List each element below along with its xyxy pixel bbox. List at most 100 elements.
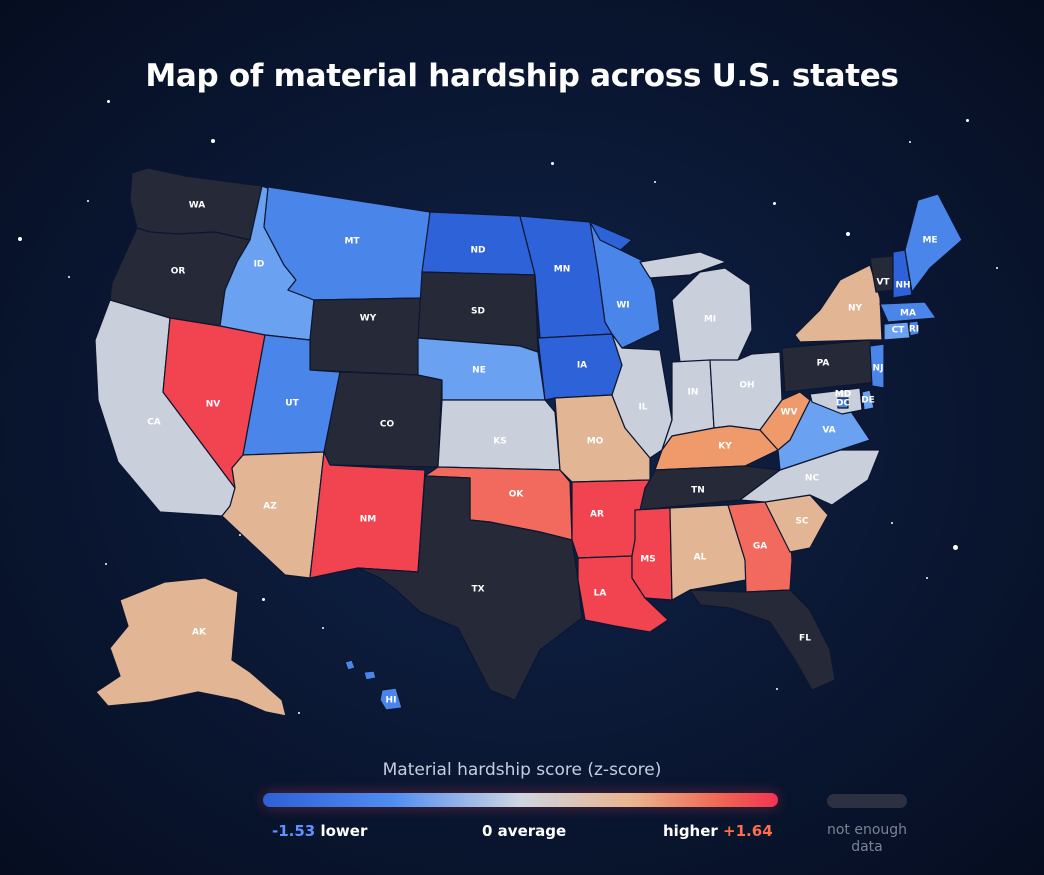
star [322,627,324,629]
state-ks [437,399,561,471]
star [891,522,893,524]
state-label-tx: TX [471,585,484,595]
state-label-me: ME [922,236,937,246]
state-ny [794,264,883,343]
state-wv [759,391,811,451]
state-nj [869,343,885,389]
state-label-az: AZ [263,502,277,512]
state-label-il: IL [638,403,647,413]
state-label-co: CO [380,420,395,430]
state-label-wv: WV [781,408,798,418]
state-label-al: AL [694,553,707,563]
state-md [809,387,863,415]
state-label-vt: VT [876,278,890,288]
state-label-ri: RI [909,325,919,335]
state-label-ut: UT [285,399,299,409]
state-az [221,451,325,579]
state-label-ak: AK [192,628,207,638]
state-label-ky: KY [718,442,732,452]
state-label-ga: GA [753,542,767,552]
state-label-pa: PA [817,359,830,369]
star [776,688,778,690]
star [773,202,776,205]
state-ri [908,320,920,337]
state-dc [837,397,849,409]
state-label-mi: MI [704,315,716,325]
state-label-id: ID [254,260,265,270]
state-ct [883,321,911,341]
legend-mid-value: 0 [482,822,493,840]
legend-high-value: +1.64 [723,822,773,840]
state-label-nh: NH [895,281,910,291]
star [18,237,22,241]
state-label-va: VA [822,426,835,436]
state-label-or: OR [171,267,186,277]
star [239,534,241,536]
state-label-ok: OK [509,490,525,500]
legend-title: Material hardship score (z-score) [382,760,662,780]
state-label-ms: MS [640,555,655,565]
state-hi [344,659,403,711]
state-label-ca: CA [147,418,161,428]
state-nh [892,249,913,299]
star [654,181,656,183]
state-label-la: LA [594,589,607,599]
legend-no-data-label: not enough data [826,822,908,855]
star [953,545,958,550]
state-label-nv: NV [206,400,221,410]
legend-mid-label: 0 average [482,822,566,840]
state-label-dc: DC [836,399,850,409]
state-ma [879,301,937,323]
state-mi [639,251,753,363]
state-tx [357,475,583,701]
state-il [611,333,673,459]
state-pa [781,339,879,393]
star [107,100,110,103]
state-label-ks: KS [493,437,506,447]
state-label-mo: MO [587,437,604,447]
state-label-nd: ND [470,246,485,256]
legend-low-label: -1.53 lower [272,822,367,840]
state-label-wi: WI [616,301,629,311]
state-label-de: DE [861,396,875,406]
star [68,276,70,278]
state-wy [309,297,423,376]
state-label-nc: NC [805,474,820,484]
legend-gradient-bar [263,793,778,807]
state-label-tn: TN [691,486,705,496]
state-label-ar: AR [590,510,604,520]
state-label-mn: MN [554,265,571,275]
state-label-wa: WA [189,201,206,211]
state-label-hi: HI [386,696,397,706]
state-de [861,389,875,411]
state-nd [421,211,536,276]
state-label-nm: NM [360,515,377,525]
star [966,119,969,122]
legend-low-word: lower [320,822,368,840]
state-label-ma: MA [900,309,916,319]
star [262,598,265,601]
star [87,200,89,202]
legend-high-word: higher [663,822,718,840]
state-label-sd: SD [471,307,485,317]
state-label-fl: FL [799,634,811,644]
star [996,267,998,269]
state-label-sc: SC [795,517,808,527]
state-label-oh: OH [739,381,754,391]
state-label-nj: NJ [873,364,884,374]
star [909,141,911,143]
state-wi [589,221,661,349]
star [926,577,928,579]
state-ak [95,577,287,717]
state-label-wy: WY [360,314,377,324]
star [846,232,850,236]
legend-mid-word: average [497,822,567,840]
legend-low-value: -1.53 [272,822,316,840]
state-label-md: MD [835,390,851,400]
state-label-ne: NE [472,366,486,376]
map-title: Map of material hardship across U.S. sta… [145,58,899,94]
state-me [904,193,963,293]
state-label-ia: IA [577,361,587,371]
